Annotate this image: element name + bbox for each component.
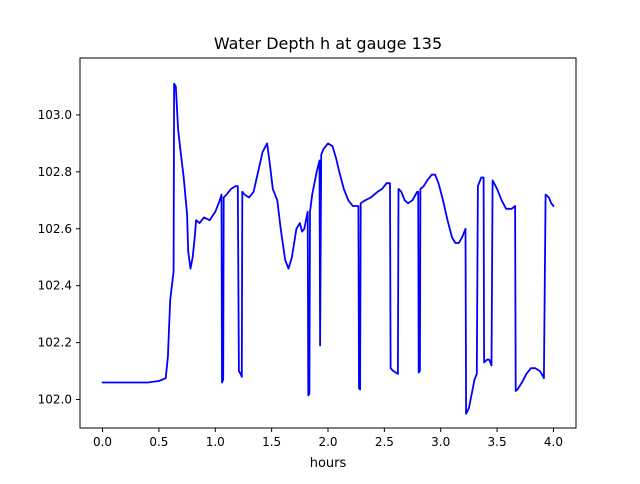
x-tick-label: 2.0 [318,435,337,449]
x-tick-label: 3.0 [431,435,450,449]
series-line-0 [101,82,555,415]
x-tick-label: 4.0 [544,435,563,449]
x-tick-label: 0.0 [93,435,112,449]
y-tick-label: 103.0 [38,108,72,122]
x-tick-label: 1.0 [206,435,225,449]
x-tick-label: 3.5 [488,435,507,449]
y-tick-label: 102.0 [38,393,72,407]
y-tick-label: 102.6 [38,222,72,236]
y-tick-label: 102.8 [38,165,72,179]
chart-title: Water Depth h at gauge 135 [214,34,442,53]
y-tick-label: 102.2 [38,336,72,350]
y-axis-ticks: 102.0 102.2 102.4 102.6 102.8 103.0 [38,108,80,407]
y-tick-label: 102.4 [38,279,72,293]
x-tick-label: 0.5 [149,435,168,449]
x-axis-ticks: 0.0 0.5 1.0 1.5 2.0 2.5 3.0 3.5 4.0 [93,428,563,449]
plot-frame [79,57,577,429]
x-tick-label: 2.5 [375,435,394,449]
x-axis-label: hours [310,456,347,471]
series-layer [101,82,555,415]
x-tick-label: 1.5 [262,435,281,449]
